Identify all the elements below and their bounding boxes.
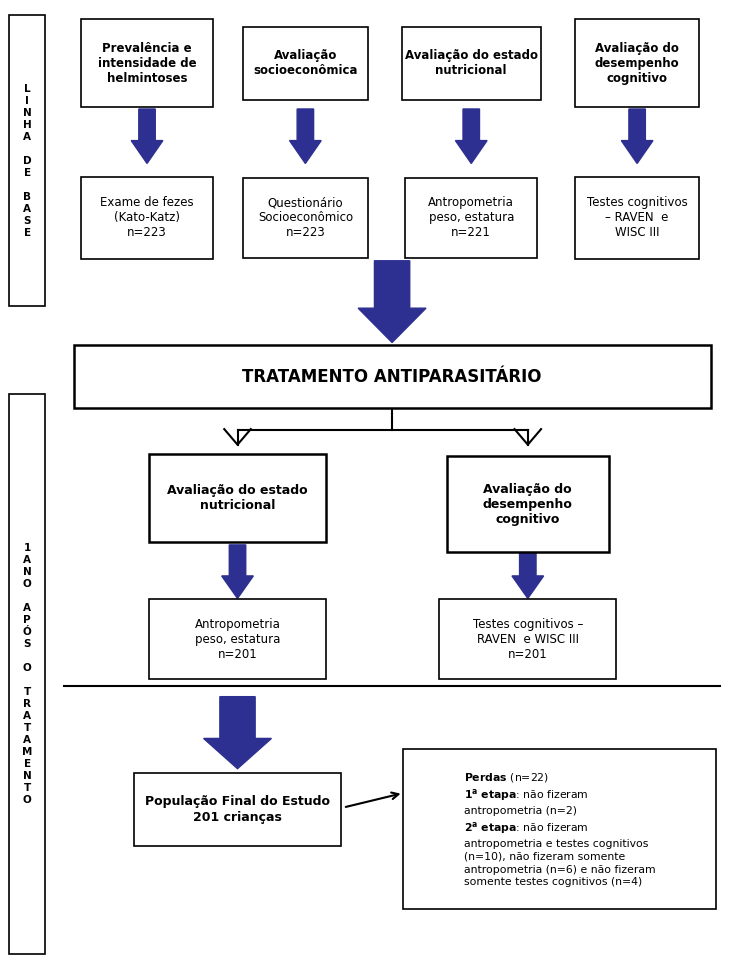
FancyBboxPatch shape xyxy=(74,344,710,409)
Text: Avaliação do
desempenho
cognitivo: Avaliação do desempenho cognitivo xyxy=(595,42,679,85)
FancyBboxPatch shape xyxy=(401,26,541,99)
Text: 1
A
N
O

A
P
Ó
S

O

T
R
A
T
A
M
E
N
T
O: 1 A N O A P Ó S O T R A T A M E N T O xyxy=(22,543,32,805)
FancyBboxPatch shape xyxy=(575,19,700,107)
FancyBboxPatch shape xyxy=(149,599,326,679)
Polygon shape xyxy=(290,109,321,163)
Polygon shape xyxy=(222,545,253,598)
Polygon shape xyxy=(621,109,653,163)
Text: Avaliação do estado
nutricional: Avaliação do estado nutricional xyxy=(167,485,308,512)
Text: Avaliação
socioeconômica: Avaliação socioeconômica xyxy=(253,50,357,77)
Text: Testes cognitivos –
RAVEN  e WISC III
n=201: Testes cognitivos – RAVEN e WISC III n=2… xyxy=(473,618,583,661)
Text: Antropometria
peso, estatura
n=201: Antropometria peso, estatura n=201 xyxy=(195,618,280,661)
FancyBboxPatch shape xyxy=(439,599,616,679)
Text: TRATAMENTO ANTIPARASITÁRIO: TRATAMENTO ANTIPARASITÁRIO xyxy=(242,368,542,385)
Text: Avaliação do
desempenho
cognitivo: Avaliação do desempenho cognitivo xyxy=(483,483,573,525)
FancyBboxPatch shape xyxy=(243,26,368,99)
Polygon shape xyxy=(204,697,271,769)
FancyBboxPatch shape xyxy=(9,15,45,306)
FancyBboxPatch shape xyxy=(149,454,326,542)
FancyBboxPatch shape xyxy=(446,456,608,552)
Text: População Final do Estudo
201 crianças: População Final do Estudo 201 crianças xyxy=(145,795,330,824)
FancyBboxPatch shape xyxy=(81,177,213,259)
FancyBboxPatch shape xyxy=(406,178,537,258)
Text: Antropometria
peso, estatura
n=221: Antropometria peso, estatura n=221 xyxy=(428,197,514,239)
FancyBboxPatch shape xyxy=(243,178,368,258)
Polygon shape xyxy=(131,109,163,163)
FancyBboxPatch shape xyxy=(575,177,700,259)
Text: Avaliação do estado
nutricional: Avaliação do estado nutricional xyxy=(405,50,538,77)
FancyBboxPatch shape xyxy=(81,19,213,107)
Text: Exame de fezes
(Kato-Katz)
n=223: Exame de fezes (Kato-Katz) n=223 xyxy=(100,197,194,239)
Text: Prevalência e
intensidade de
helmintoses: Prevalência e intensidade de helmintoses xyxy=(98,42,196,85)
FancyBboxPatch shape xyxy=(9,394,45,954)
Polygon shape xyxy=(512,545,544,598)
Text: L
I
N
H
A

D
E

B
A
S
E: L I N H A D E B A S E xyxy=(23,84,32,237)
Text: Testes cognitivos
– RAVEN  e
WISC III: Testes cognitivos – RAVEN e WISC III xyxy=(587,197,688,239)
Text: Questionário
Socioeconômico
n=223: Questionário Socioeconômico n=223 xyxy=(258,197,353,239)
FancyBboxPatch shape xyxy=(403,749,716,909)
Polygon shape xyxy=(358,261,426,342)
Polygon shape xyxy=(455,109,487,163)
FancyBboxPatch shape xyxy=(133,773,341,846)
Text: $\bf{Perdas}$ (n=22)
$\bf{1^a\ etapa}$: não fizeram
antropometria (n=2)
$\bf{2^a: $\bf{Perdas}$ (n=22) $\bf{1^a\ etapa}$: … xyxy=(464,771,656,887)
